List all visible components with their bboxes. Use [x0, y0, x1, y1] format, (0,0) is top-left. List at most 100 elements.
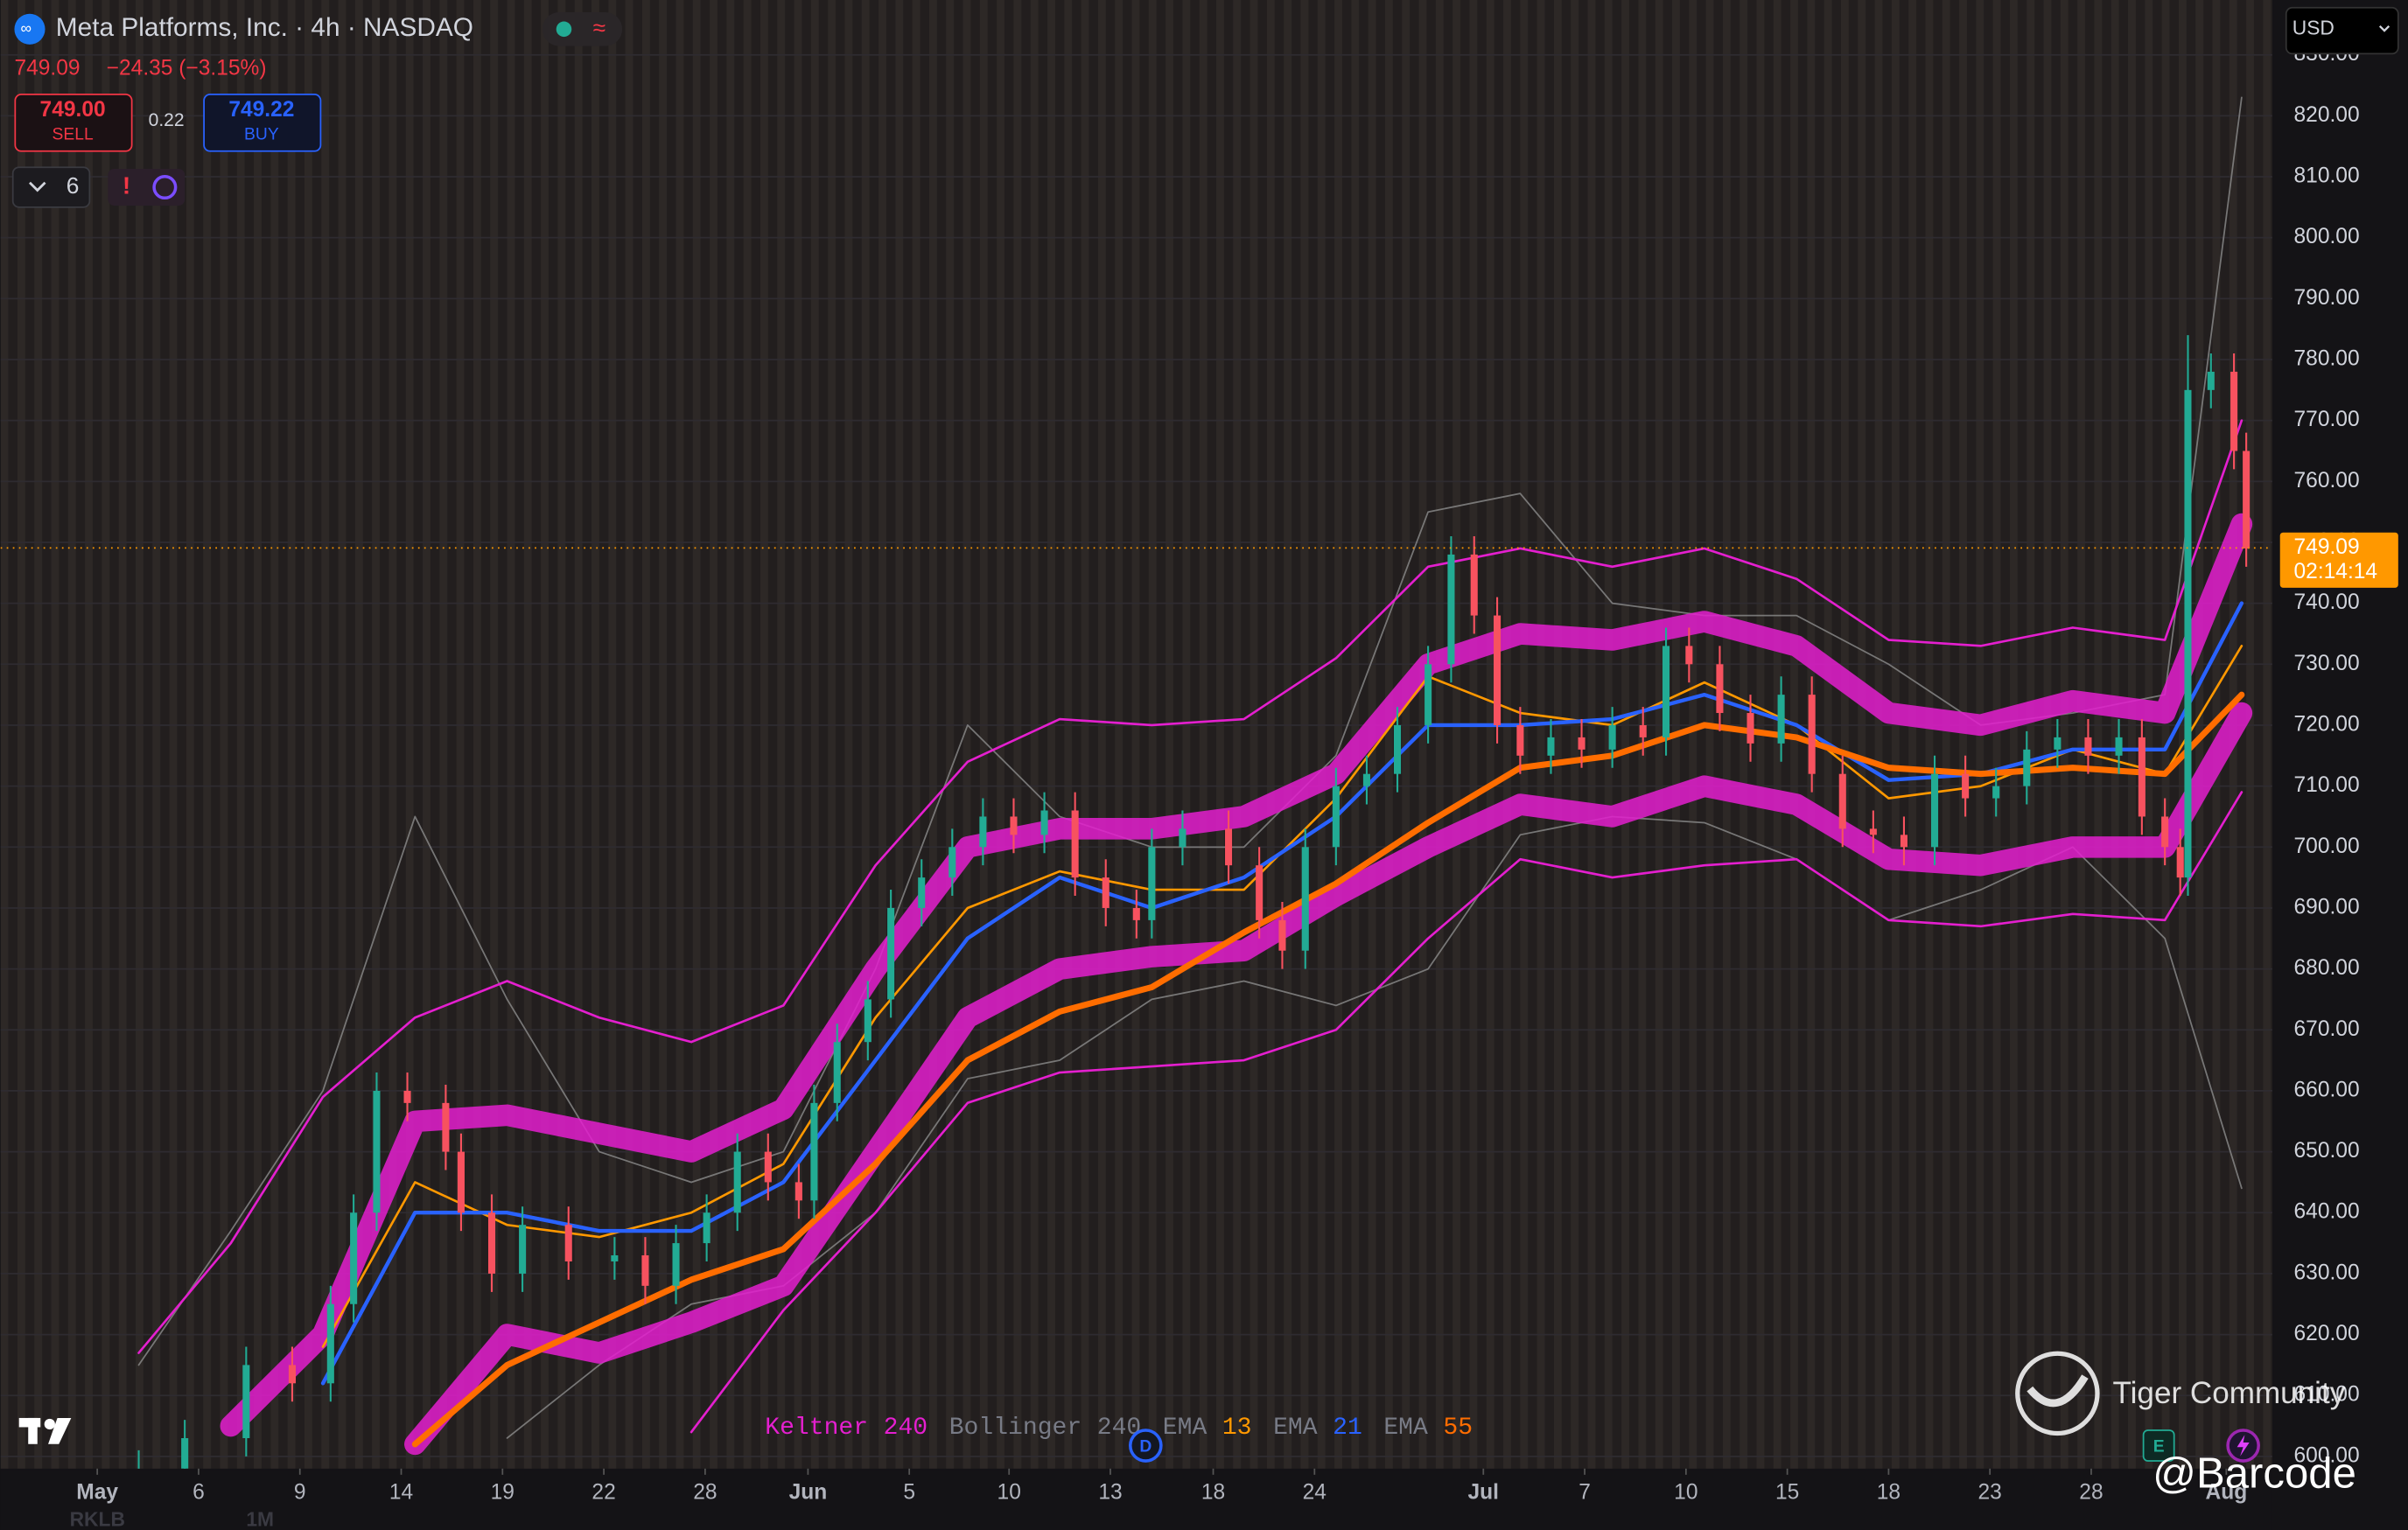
x-tick-label: 6 — [192, 1480, 205, 1504]
x-tick-label: 13 — [1098, 1480, 1122, 1504]
x-tick-label: Jul — [1468, 1480, 1499, 1504]
x-axis — [0, 1470, 2272, 1530]
candle-body — [1900, 835, 1908, 848]
earnings-label: E — [2153, 1437, 2165, 1456]
dividend-label: D — [1139, 1437, 1152, 1456]
candle-body — [887, 907, 895, 1000]
candle-body — [1102, 877, 1110, 908]
candle-body — [1010, 816, 1018, 835]
symbol-title: Meta Platforms, Inc. · 4h · NASDAQ — [56, 13, 473, 42]
x-tick-label: 23 — [1978, 1480, 2002, 1504]
y-tick-label: 730.00 — [2294, 652, 2360, 675]
indicator-toggle[interactable] — [11, 166, 91, 208]
candle-body — [2207, 371, 2215, 390]
status-pill[interactable] — [542, 12, 623, 46]
currency-select[interactable] — [2285, 6, 2399, 55]
y-tick-label: 800.00 — [2294, 225, 2360, 248]
candle-body — [1179, 828, 1186, 848]
price-change: −24.35 (−3.15%) — [107, 56, 267, 80]
y-tick-label: 660.00 — [2294, 1078, 2360, 1101]
dividend-marker[interactable] — [1129, 1429, 1163, 1463]
buy-button[interactable] — [203, 94, 322, 152]
candle-body — [373, 1090, 381, 1213]
candle-body — [1930, 773, 1939, 848]
candle-body — [948, 847, 956, 878]
y-tick-label: 710.00 — [2294, 773, 2360, 797]
candle-body — [2161, 816, 2169, 848]
candle-body — [1225, 828, 1233, 866]
bollinger-upper — [137, 96, 2243, 1366]
candle-body — [564, 1225, 572, 1261]
x-tick-label: 7 — [1578, 1480, 1591, 1504]
candle-body — [764, 1151, 772, 1183]
legend: Keltner 240 Bollinger 240 EMA 13 EMA 21 EMA 55 — [765, 1415, 1473, 1442]
candle-body — [1662, 646, 1670, 737]
candle-body — [242, 1365, 250, 1438]
x-tick-label: 28 — [2079, 1480, 2103, 1504]
sync-icon — [152, 174, 178, 200]
earnings-marker[interactable] — [2142, 1429, 2175, 1462]
alerts[interactable] — [108, 168, 186, 206]
candle-body — [733, 1151, 741, 1213]
y-tick-label: 740.00 — [2294, 590, 2360, 614]
x-tick-label: 18 — [1877, 1480, 1900, 1504]
legend-name: EMA — [1163, 1415, 1208, 1442]
candle-body — [1278, 919, 1286, 951]
legend-param: 13 — [1222, 1415, 1252, 1442]
axes: 600.00610.00620.00630.00640.00650.00660.… — [0, 42, 2398, 1530]
candle-body — [1301, 847, 1309, 951]
legend-param: 240 — [884, 1415, 928, 1442]
tiger-logo-mark — [2026, 1374, 2089, 1408]
tv-logo — [18, 1417, 72, 1444]
legend-name: Bollinger — [949, 1415, 1082, 1442]
y-tick-label: 690.00 — [2294, 895, 2360, 919]
x-tick-label: 5 — [903, 1480, 915, 1504]
candle-body — [833, 1042, 841, 1103]
legend-name: EMA — [1273, 1415, 1318, 1442]
watermark: Tiger Community — [2113, 1376, 2346, 1410]
spread: 0.22 — [149, 110, 185, 130]
candle-body — [1808, 695, 1816, 774]
candle-body — [181, 1437, 189, 1469]
candle-body — [1362, 773, 1370, 786]
candle-body — [1494, 615, 1502, 725]
keltner-outer-lower — [690, 791, 2244, 1434]
legend-param: 21 — [1333, 1415, 1362, 1442]
legend-name: EMA — [1383, 1415, 1428, 1442]
x-tick-label: 10 — [998, 1480, 1021, 1504]
candle-body — [1608, 724, 1616, 750]
plot-area — [0, 0, 2272, 1469]
x-tick-label: May — [76, 1480, 118, 1504]
candle-body — [1992, 786, 2000, 799]
candle-body — [403, 1090, 411, 1103]
candle-body — [1256, 865, 1264, 920]
candle-body — [2138, 737, 2146, 817]
candle-body — [1470, 554, 1478, 616]
y-tick-label: 620.00 — [2294, 1322, 2360, 1345]
candle-body — [918, 877, 926, 908]
currency: USD — [2292, 16, 2334, 38]
logo-mark: ∞ — [20, 19, 32, 37]
candle-body — [1685, 646, 1693, 665]
candle-body — [2184, 389, 2192, 878]
x-tick-label: 18 — [1201, 1480, 1225, 1504]
y-tick-label: 780.00 — [2294, 346, 2360, 370]
y-tick-label: 610.00 — [2294, 1383, 2360, 1407]
warning-icon: ! — [122, 171, 130, 199]
candle-body — [1547, 737, 1555, 756]
candle-body — [1516, 724, 1524, 756]
candle-body — [1838, 773, 1846, 829]
y-tick-label: 760.00 — [2294, 469, 2360, 493]
x-tick-label: Aug — [2205, 1480, 2247, 1504]
x-tick-label: 15 — [1775, 1480, 1799, 1504]
sell-button[interactable] — [14, 94, 133, 152]
x-tick-label: 22 — [592, 1480, 615, 1504]
candle-body — [1148, 847, 1156, 920]
lightning-icon — [2236, 1435, 2250, 1457]
candle-body — [1132, 907, 1140, 920]
price-tag — [2279, 532, 2398, 588]
legend-name: Keltner — [765, 1415, 868, 1442]
footer-range: 1M — [246, 1507, 274, 1530]
candle-body — [350, 1212, 358, 1304]
